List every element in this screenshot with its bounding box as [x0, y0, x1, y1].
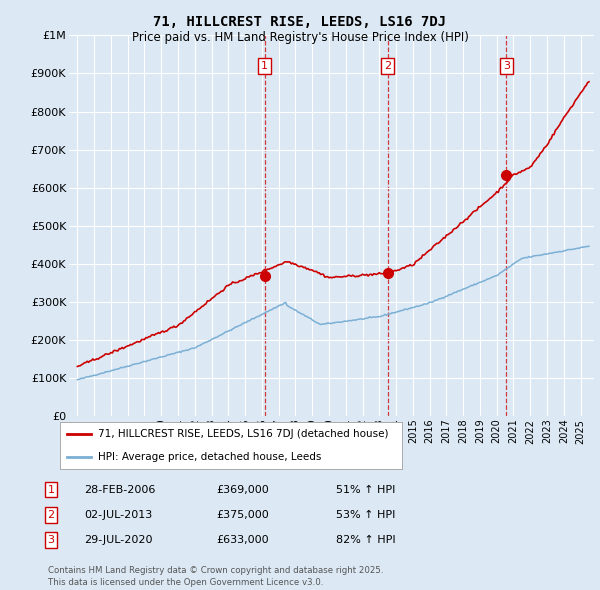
- Text: 2: 2: [384, 61, 391, 71]
- Text: 71, HILLCREST RISE, LEEDS, LS16 7DJ (detached house): 71, HILLCREST RISE, LEEDS, LS16 7DJ (det…: [98, 429, 388, 438]
- Text: Price paid vs. HM Land Registry's House Price Index (HPI): Price paid vs. HM Land Registry's House …: [131, 31, 469, 44]
- Text: 02-JUL-2013: 02-JUL-2013: [84, 510, 152, 520]
- Text: 71, HILLCREST RISE, LEEDS, LS16 7DJ: 71, HILLCREST RISE, LEEDS, LS16 7DJ: [154, 15, 446, 29]
- Text: £375,000: £375,000: [216, 510, 269, 520]
- Text: HPI: Average price, detached house, Leeds: HPI: Average price, detached house, Leed…: [98, 453, 321, 462]
- Text: 53% ↑ HPI: 53% ↑ HPI: [336, 510, 395, 520]
- Text: 1: 1: [47, 485, 55, 494]
- Text: 29-JUL-2020: 29-JUL-2020: [84, 535, 152, 545]
- Text: £369,000: £369,000: [216, 485, 269, 494]
- Text: 51% ↑ HPI: 51% ↑ HPI: [336, 485, 395, 494]
- Text: 3: 3: [503, 61, 510, 71]
- Text: 82% ↑ HPI: 82% ↑ HPI: [336, 535, 395, 545]
- Text: 3: 3: [47, 535, 55, 545]
- Text: 1: 1: [261, 61, 268, 71]
- Text: £633,000: £633,000: [216, 535, 269, 545]
- Text: Contains HM Land Registry data © Crown copyright and database right 2025.
This d: Contains HM Land Registry data © Crown c…: [48, 566, 383, 587]
- Text: 28-FEB-2006: 28-FEB-2006: [84, 485, 155, 494]
- Text: 2: 2: [47, 510, 55, 520]
